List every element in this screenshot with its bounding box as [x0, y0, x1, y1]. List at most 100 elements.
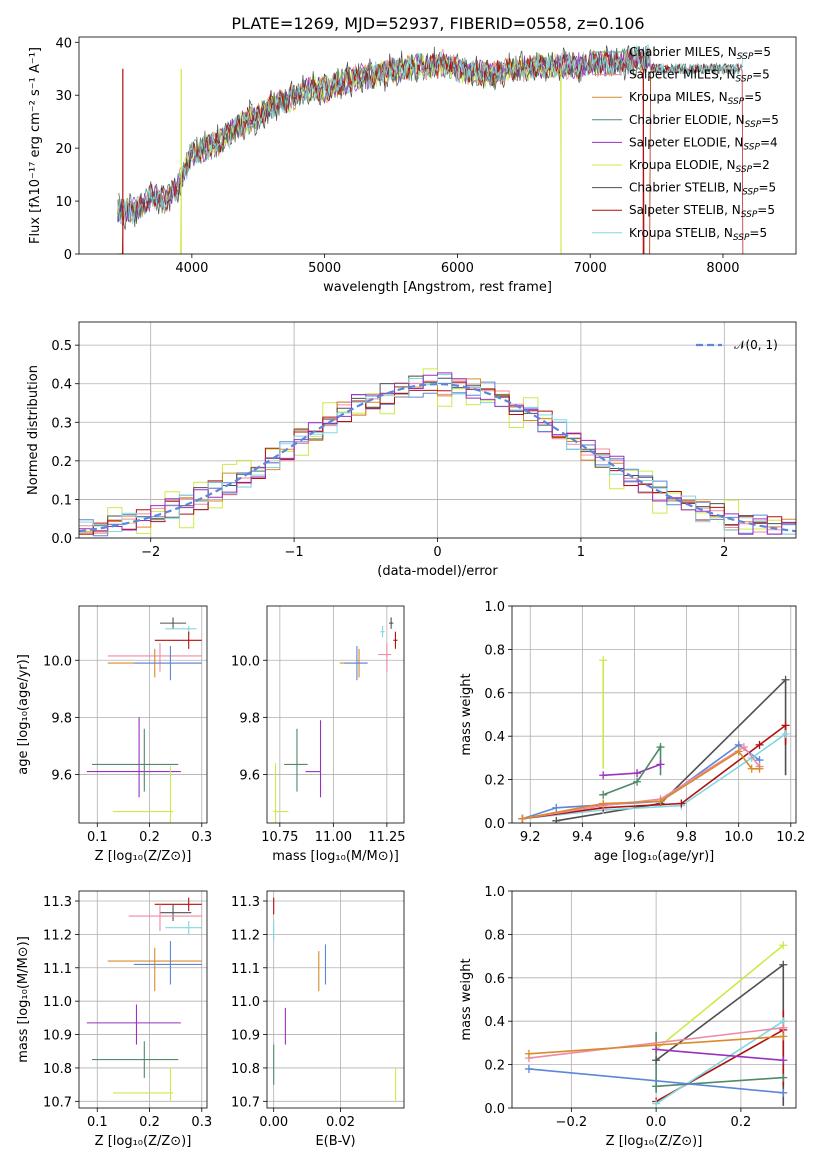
y-tick-label: 11.2	[231, 928, 260, 943]
data-point	[781, 721, 790, 730]
data-point	[524, 1064, 533, 1073]
x-tick-label: 10.2	[776, 830, 805, 845]
data-point	[755, 740, 764, 749]
x-tick-label: 7000	[574, 261, 607, 276]
x-tick-label: 4000	[175, 261, 208, 276]
legend-label: Kroupa STELIB, NSSP=5	[629, 226, 767, 243]
y-tick-label: 10.0	[231, 654, 260, 669]
data-point	[552, 816, 561, 823]
data-point	[599, 771, 608, 780]
y-tick-label: 0.4	[484, 1015, 505, 1030]
mass_vs_Z-panel: 0.1 0.2 0.3 10.7 10.8 10.9 11.0 11.1 11.2 11.3 Z […	[16, 890, 212, 1149]
residuals-panel: −2 −1 0 1 2 0.0 0.1 0.2 0.3 0.4 0.5 (data-model)/er…	[26, 321, 797, 579]
axes-frame	[78, 890, 208, 1109]
data-point	[779, 960, 788, 969]
massweight_vs_age-panel: 9.2 9.4 9.6 9.8 10.0 10.2 0.0 0.2 0.4 0.6 0.8 1.0 ag…	[459, 600, 805, 864]
data-point	[734, 747, 743, 756]
histogram-lines	[79, 368, 796, 537]
x-axis-label: age [log₁₀(age/yr)]	[594, 849, 715, 864]
x-tick-label: 0.2	[139, 1115, 160, 1130]
x-axis-label: Z [log₁₀(Z/Z⊙)]	[606, 1134, 703, 1149]
data-point	[747, 764, 756, 773]
y-tick-label: 0.0	[51, 532, 72, 547]
massweight_vs_Z-panel: −0.2 0.0 0.2 0.0 0.2 0.4 0.6 0.8 1.0 Z [log₁₀(Z/Z…	[459, 885, 797, 1149]
y-tick-label: 11.0	[231, 995, 260, 1010]
y-axis-label: Normed distribution	[26, 365, 41, 495]
y-axis-label: mass [log₁₀(M/M⊙)]	[16, 936, 31, 1063]
x-tick-label: 9.2	[520, 830, 541, 845]
spectrum-series-line	[117, 43, 744, 225]
series-line	[603, 763, 661, 777]
x-axis-label: mass [log₁₀(M/M⊙)]	[272, 849, 399, 864]
legend-label: Chabrier ELODIE, NSSP=5	[629, 113, 779, 130]
y-tick-label: 10.9	[231, 1029, 260, 1044]
lines	[518, 656, 790, 823]
y-tick-label: 11.2	[43, 928, 72, 943]
x-tick-label: 0.2	[139, 830, 160, 845]
errorbars	[86, 897, 202, 1102]
y-tick-label: 0	[64, 248, 72, 263]
x-tick-label: 0	[433, 545, 441, 560]
legend-label: Kroupa ELODIE, NSSP=2	[629, 158, 770, 175]
x-tick-label: 5000	[308, 261, 341, 276]
y-tick-label: 0.8	[484, 643, 505, 658]
y-tick-label: 0.8	[484, 928, 505, 943]
x-tick-label: 6000	[441, 261, 474, 276]
lines	[524, 941, 788, 1108]
y-tick-label: 30	[55, 89, 72, 104]
y-tick-label: 9.6	[51, 768, 72, 783]
axes-frame	[78, 36, 797, 255]
y-axis-label: mass weight	[459, 673, 474, 755]
data-point	[656, 797, 665, 806]
data-point	[779, 1023, 788, 1032]
series-line	[655, 944, 784, 1051]
x-tick-label: −0.2	[556, 1115, 588, 1130]
x-tick-label: 0.02	[326, 1115, 355, 1130]
data-point	[781, 675, 790, 684]
y-tick-label: 9.8	[239, 711, 260, 726]
data-point	[518, 814, 527, 823]
data-point	[633, 769, 642, 778]
y-tick-label: 11.3	[231, 895, 260, 910]
y-tick-label: 10.7	[43, 1095, 72, 1110]
data-point	[652, 1099, 661, 1108]
y-tick-label: 0.6	[484, 972, 505, 987]
data-point	[779, 1056, 788, 1065]
axes-frame	[78, 605, 208, 824]
axes-frame	[511, 605, 797, 824]
y-tick-label: 10.7	[231, 1095, 260, 1110]
y-tick-label: 10.9	[43, 1029, 72, 1044]
data-point	[599, 799, 608, 808]
data-point	[779, 1032, 788, 1041]
y-tick-label: 0.1	[51, 493, 72, 508]
y-tick-label: 40	[55, 36, 72, 51]
errorbars	[86, 617, 202, 823]
y-tick-label: 1.0	[484, 885, 505, 900]
y-axis-label: Flux [fλ10⁻¹⁷ erg cm⁻² s⁻¹ A⁻¹]	[28, 47, 43, 244]
data-point	[599, 656, 608, 665]
data-point	[755, 764, 764, 773]
y-tick-label: 10.8	[231, 1062, 260, 1077]
y-tick-label: 1.0	[484, 600, 505, 615]
x-tick-label: −2	[141, 545, 160, 560]
data-point	[677, 799, 686, 808]
x-tick-label: 0.1	[87, 830, 108, 845]
legend-label: 𝒩(0, 1)	[734, 338, 778, 352]
axes-frame	[511, 890, 797, 1109]
legend-label: Chabrier STELIB, NSSP=5	[629, 181, 776, 198]
x-axis-label: Z [log₁₀(Z/Z⊙)]	[95, 849, 192, 864]
axes-frame	[266, 890, 405, 1109]
x-tick-label: 0.3	[191, 1115, 212, 1130]
y-tick-label: 0.3	[51, 416, 72, 431]
x-tick-label: 9.8	[676, 830, 697, 845]
series-line	[655, 1020, 784, 1105]
x-tick-label: 2	[720, 545, 728, 560]
data-point	[779, 941, 788, 950]
spectrum-lines	[117, 43, 744, 254]
y-tick-label: 0.6	[484, 687, 505, 702]
age_vs_Z-panel: 0.1 0.2 0.3 9.6 9.8 10.0 Z [log₁₀(Z/Z⊙)] age [l…	[16, 605, 212, 864]
x-tick-label: −1	[285, 545, 304, 560]
data-point	[652, 1045, 661, 1054]
figure-title: PLATE=1269, MJD=52937, FIBERID=0558, z=0…	[231, 14, 644, 33]
y-tick-label: 0.2	[484, 1059, 505, 1074]
